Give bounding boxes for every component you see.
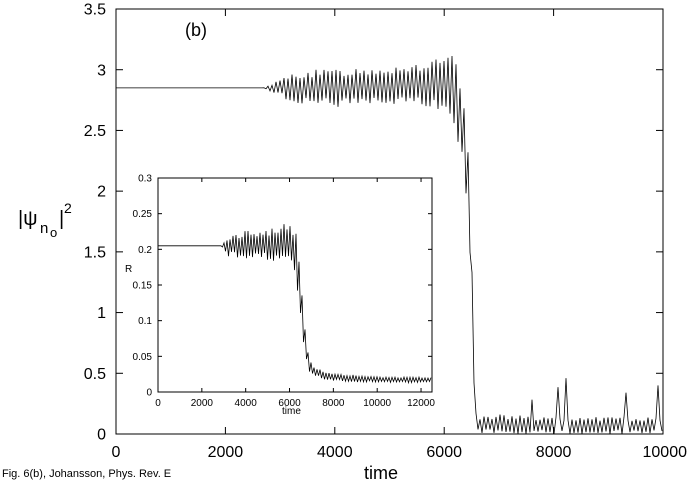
main-plot-frame	[115, 8, 664, 435]
main-x-axis-label: time	[364, 463, 398, 483]
main-y-tick-label: 2	[97, 184, 106, 201]
main-y-tick-label: 1	[97, 305, 106, 322]
inset-x-axis-label: time	[282, 406, 301, 417]
inset-x-tick-label: 0	[155, 398, 161, 409]
main-y-tick-label: 3.5	[84, 2, 106, 19]
inset-x-tick-label: 8000	[322, 398, 345, 409]
main-y-axis-label: |ψ n o | 2	[18, 200, 72, 240]
main-y-label-sub: n	[40, 220, 48, 237]
inset-background	[158, 178, 432, 392]
main-x-tick-label: 10000	[643, 444, 687, 461]
main-y-label-bar: |	[59, 208, 64, 230]
inset-axis-ticks: 0 2000 4000 6000 8000 10000 12000 0 0.05 0.1 0.15 0…	[133, 174, 436, 410]
inset-x-tick-label: 10000	[363, 398, 391, 409]
main-axis-ticks: 0 2000 4000 6000 8000 10000 0 0.5 1 1.5 2 2.5 3 3.5	[84, 2, 687, 461]
main-y-tick-label: 3	[97, 62, 106, 79]
inset-x-tick-label: 6000	[278, 398, 301, 409]
main-y-label-subsub: o	[50, 225, 57, 240]
main-x-tick-label: 8000	[536, 444, 572, 461]
figure-caption: Fig. 6(b), Johansson, Phys. Rev. E	[2, 468, 172, 480]
main-x-tick-label: 2000	[208, 444, 244, 461]
inset-y-tick-label: 0.3	[138, 174, 152, 185]
inset-y-tick-label: 0.1	[138, 316, 152, 327]
panel-label: (b)	[185, 20, 207, 40]
inset-series	[158, 224, 432, 385]
inset-series-line	[158, 224, 432, 385]
main-y-label-sup: 2	[64, 200, 72, 216]
inset-x-tick-label: 12000	[407, 398, 435, 409]
main-y-label-base: |ψ	[18, 208, 37, 230]
main-y-tick-label: 0.5	[84, 366, 106, 383]
main-y-tick-label: 1.5	[84, 244, 106, 261]
inset-y-tick-label: 0.05	[133, 352, 153, 363]
inset-y-tick-label: 0.25	[133, 209, 153, 220]
main-y-tick-label: 0	[97, 427, 106, 444]
inset-y-tick-label: 0.2	[138, 245, 152, 256]
main-x-tick-label: 0	[112, 444, 121, 461]
inset-y-tick-label: 0.15	[133, 281, 153, 292]
inset-x-tick-label: 4000	[235, 398, 258, 409]
inset-x-tick-label: 2000	[191, 398, 214, 409]
main-x-tick-label: 4000	[317, 444, 353, 461]
inset-y-axis-label: R	[125, 264, 132, 275]
main-series	[116, 55, 663, 435]
main-x-tick-label: 6000	[426, 444, 462, 461]
main-series-line	[116, 55, 663, 435]
inset-y-tick-label: 0	[146, 388, 152, 399]
main-y-tick-label: 2.5	[84, 123, 106, 140]
